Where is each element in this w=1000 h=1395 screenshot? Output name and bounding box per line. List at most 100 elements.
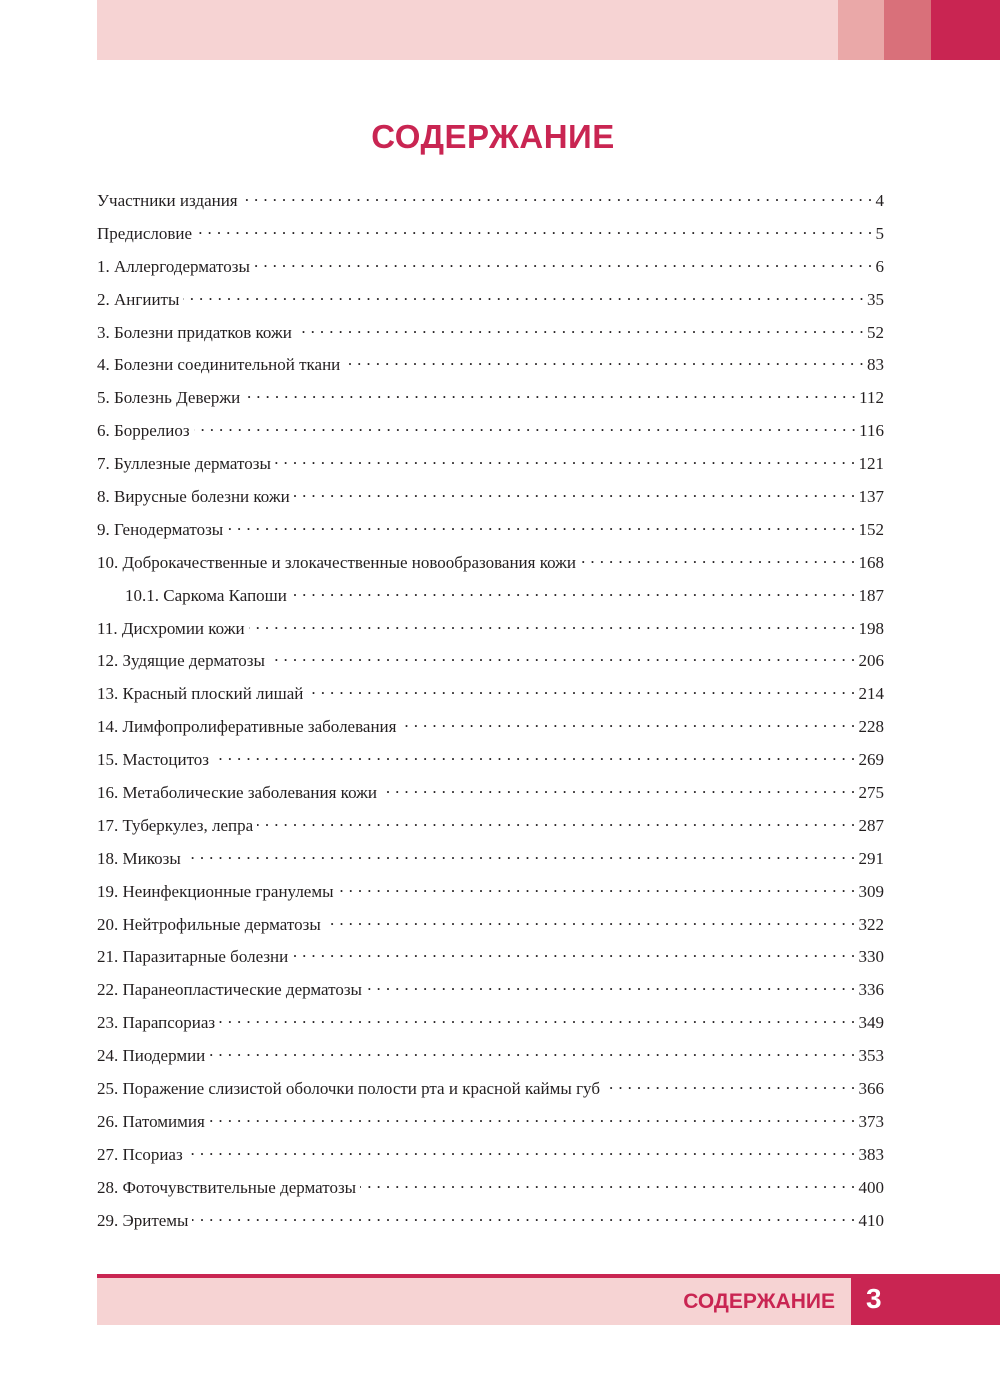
toc-entry[interactable]: 15. Мастоцитоз 269 xyxy=(97,748,884,781)
toc-entry-label: 10. Доброкачественные и злокачественные … xyxy=(97,552,577,572)
dot-leader xyxy=(381,782,856,798)
dot-leader xyxy=(257,815,855,831)
dot-leader xyxy=(296,322,864,338)
dot-leader xyxy=(183,289,864,305)
toc-entry[interactable]: 10. Доброкачественные и злокачественные … xyxy=(97,551,884,584)
toc-entry-label: 3. Болезни придатков кожи xyxy=(97,322,292,342)
footer-band xyxy=(97,1278,851,1325)
dot-leader xyxy=(219,1012,855,1028)
dot-leader xyxy=(307,683,855,699)
toc-entry[interactable]: 13. Красный плоский лишай 214 xyxy=(97,682,884,715)
toc-entry[interactable]: Предисловие 5 xyxy=(97,222,884,255)
toc-entry[interactable]: 2. Ангииты 35 xyxy=(97,288,884,321)
toc-entry[interactable]: 5. Болезнь Девержи 112 xyxy=(97,386,884,419)
toc-entry[interactable]: 29. Эритемы 410 xyxy=(97,1209,884,1242)
toc-entry[interactable]: 12. Зудящие дерматозы 206 xyxy=(97,649,884,682)
toc-entry-label: 8. Вирусные болезни кожи xyxy=(97,487,290,507)
dot-leader xyxy=(292,946,855,962)
toc-entry[interactable]: 20. Нейтрофильные дерматозы 322 xyxy=(97,913,884,946)
toc-entry[interactable]: 9. Генодерматозы 152 xyxy=(97,518,884,551)
toc-entry-label: 14. Лимфопролиферативные заболевания xyxy=(97,717,397,737)
toc-entry-label: 15. Мастоцитоз xyxy=(97,750,210,770)
toc-entry-page: 5 xyxy=(875,223,885,243)
toc-entry-page: 366 xyxy=(858,1079,885,1099)
toc-entry[interactable]: 8. Вирусные болезни кожи 137 xyxy=(97,485,884,518)
toc-entry-page: 187 xyxy=(858,585,885,605)
toc-entry-label: 4. Болезни соединительной ткани xyxy=(97,355,341,375)
dot-leader xyxy=(269,650,856,666)
toc-entry[interactable]: 22. Паранеопластические дерматозы 336 xyxy=(97,978,884,1011)
toc-entry[interactable]: 3. Болезни придатков кожи 52 xyxy=(97,321,884,354)
dot-leader xyxy=(213,749,855,765)
toc-entry[interactable]: 21. Паразитарные болезни 330 xyxy=(97,945,884,978)
toc-entry-label: 20. Нейтрофильные дерматозы xyxy=(97,914,321,934)
dot-leader xyxy=(366,979,856,995)
dot-leader xyxy=(325,914,856,930)
toc-entry-page: 322 xyxy=(858,914,885,934)
toc-entry-page: 400 xyxy=(858,1177,885,1197)
toc-entry-label: 27. Псориаз xyxy=(97,1144,183,1164)
toc-entry[interactable]: 19. Неинфекционные гранулемы 309 xyxy=(97,880,884,913)
toc-entry[interactable]: Участники издания 4 xyxy=(97,189,884,222)
toc-entry-page: 137 xyxy=(858,487,885,507)
toc-entry[interactable]: 16. Метаболические заболевания кожи 275 xyxy=(97,781,884,814)
toc-entry-page: 383 xyxy=(858,1144,885,1164)
toc-entry-page: 116 xyxy=(859,421,884,441)
toc-entry[interactable]: 10.1. Саркома Капоши 187 xyxy=(97,584,884,617)
toc-entry[interactable]: 27. Псориаз 383 xyxy=(97,1143,884,1176)
toc-entry[interactable]: 26. Патомимия 373 xyxy=(97,1110,884,1143)
footer-section-title: СОДЕРЖАНИЕ xyxy=(683,1290,835,1313)
toc-entry[interactable]: 11. Дисхромии кожи 198 xyxy=(97,617,884,650)
dot-leader xyxy=(604,1078,856,1094)
toc-entry-label: 13. Красный плоский лишай xyxy=(97,684,304,704)
toc-entry-page: 83 xyxy=(867,355,884,375)
toc-entry-label: 6. Боррелиоз xyxy=(97,421,190,441)
toc-entry[interactable]: 4. Болезни соединительной ткани 83 xyxy=(97,353,884,386)
toc-entry-page: 275 xyxy=(858,783,885,803)
toc-entry-page: 112 xyxy=(859,388,884,408)
dot-leader xyxy=(185,848,856,864)
toc-entry[interactable]: 28. Фоточувствительные дерматозы 400 xyxy=(97,1176,884,1209)
toc-entry-page: 353 xyxy=(858,1046,885,1066)
dot-leader xyxy=(338,881,856,897)
dot-leader xyxy=(194,420,857,436)
toc-entry[interactable]: 7. Буллезные дерматозы 121 xyxy=(97,452,884,485)
toc-entry-page: 269 xyxy=(858,750,885,770)
dot-leader xyxy=(187,1144,856,1160)
toc-entry-label: 24. Пиодермии xyxy=(97,1046,206,1066)
table-of-contents: Участники издания 4 Предисловие 5 1. Аллерго… xyxy=(97,189,884,1242)
toc-entry-page: 35 xyxy=(867,289,884,309)
toc-entry[interactable]: 23. Парапсориаз 349 xyxy=(97,1011,884,1044)
dot-leader xyxy=(580,552,855,568)
footer-rule xyxy=(97,1274,1000,1278)
toc-entry-page: 330 xyxy=(858,947,885,967)
header-stripe xyxy=(838,0,884,60)
footer-page-box xyxy=(851,1274,1000,1325)
toc-entry-page: 6 xyxy=(875,256,885,276)
toc-entry-label: 17. Туберкулез, лепра xyxy=(97,815,254,835)
dot-leader xyxy=(249,618,856,634)
toc-entry-label: 28. Фоточувствительные дерматозы xyxy=(97,1177,357,1197)
dot-leader xyxy=(291,585,856,601)
toc-entry-label: 2. Ангииты xyxy=(97,289,180,309)
toc-entry[interactable]: 24. Пиодермии 353 xyxy=(97,1044,884,1077)
toc-entry[interactable]: 17. Туберкулез, лепра 287 xyxy=(97,814,884,847)
header-stripe xyxy=(884,0,931,60)
toc-entry-label: 26. Патомимия xyxy=(97,1111,205,1131)
toc-entry-page: 410 xyxy=(858,1210,885,1230)
toc-entry-page: 152 xyxy=(858,519,885,539)
toc-entry[interactable]: 6. Боррелиоз 116 xyxy=(97,419,884,452)
toc-entry-label: 11. Дисхромии кожи xyxy=(97,618,245,638)
toc-entry[interactable]: 1. Аллергодерматозы 6 xyxy=(97,255,884,288)
toc-entry[interactable]: 14. Лимфопролиферативные заболевания 228 xyxy=(97,715,884,748)
toc-entry-page: 287 xyxy=(858,815,885,835)
toc-entry-page: 121 xyxy=(858,454,885,474)
toc-entry-label: 1. Аллергодерматозы xyxy=(97,256,250,276)
toc-entry[interactable]: 18. Микозы 291 xyxy=(97,847,884,880)
toc-entry-page: 206 xyxy=(858,651,885,671)
toc-entry-page: 4 xyxy=(875,191,885,210)
toc-entry-label: 7. Буллезные дерматозы xyxy=(97,454,271,474)
toc-entry-label: 25. Поражение слизистой оболочки полости… xyxy=(97,1079,600,1099)
toc-entry-page: 52 xyxy=(867,322,884,342)
toc-entry[interactable]: 25. Поражение слизистой оболочки полости… xyxy=(97,1077,884,1110)
